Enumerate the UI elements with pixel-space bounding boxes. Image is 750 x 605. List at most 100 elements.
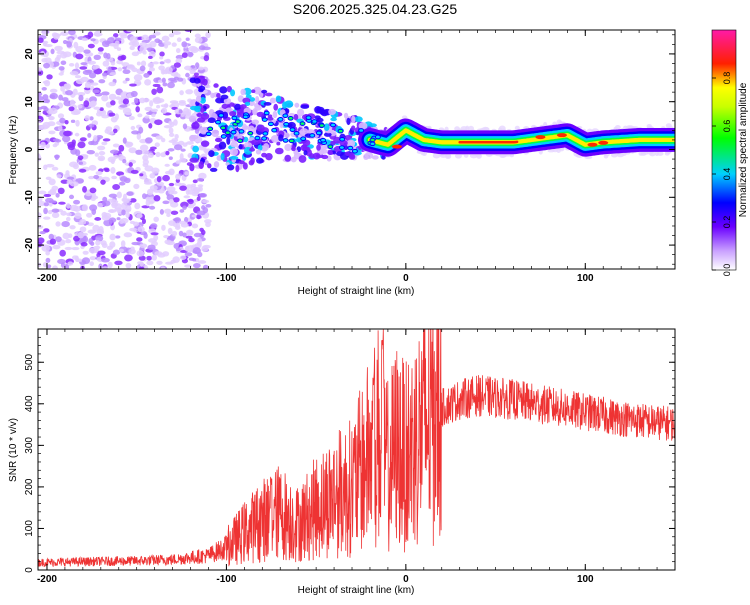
spectrogram-noise-blob [148, 62, 154, 67]
spectrogram-noise-blob [145, 137, 153, 143]
snr-ytick-label: 200 [24, 478, 35, 495]
spectrogram-noise-blob [49, 108, 58, 115]
spectrogram-noise-blob [79, 66, 87, 69]
spectrogram-signal-blob [194, 78, 201, 84]
spectrogram-noise-blob [60, 52, 67, 59]
spectrogram-noise-blob [103, 138, 111, 141]
spectrogram-noise-blob [167, 82, 175, 88]
spectrogram-noise-blob [62, 97, 69, 101]
spectrogram-noise-blob [35, 96, 44, 101]
spectrogram-noise-blob [188, 199, 194, 204]
spectrogram-noise-blob [124, 254, 133, 261]
spectrogram-noise-blob [109, 241, 115, 248]
spectrogram-signal-blob [235, 165, 239, 172]
spectrogram-signal-blob [227, 164, 235, 170]
spectrogram-noise-blob [162, 82, 167, 86]
spectrogram-bright-spot [239, 130, 244, 134]
spectrogram-noise-blob [50, 89, 58, 93]
spectrogram-bright-spot [348, 146, 353, 150]
spectrogram-signal-blob [265, 93, 272, 97]
spectrogram-bright-spot [268, 122, 273, 126]
spectrogram-bright-spot [262, 118, 267, 122]
spectrogram-noise-blob [164, 44, 168, 49]
spectrogram-noise-blob [186, 141, 194, 145]
spectrogram-bright-spot [248, 131, 253, 135]
spectrogram-noise-blob [52, 208, 60, 212]
spectrogram-noise-blob [165, 262, 173, 265]
spectrogram-noise-blob [59, 72, 64, 75]
spectrogram-noise-blob [148, 123, 152, 129]
spectrogram-bright-spot [310, 134, 315, 138]
spectrogram-noise-blob [63, 131, 72, 137]
spectrogram-noise-blob [175, 174, 181, 180]
spectrogram-noise-blob [128, 249, 135, 255]
spectrogram-noise-blob [170, 122, 174, 127]
spectrogram-signal-blob [351, 125, 355, 130]
spectrogram-noise-blob [113, 155, 118, 159]
spectrogram-noise-blob [165, 151, 169, 156]
spectrogram-signal-blob [270, 98, 276, 104]
spectrogram-noise-blob [66, 217, 71, 221]
spectrogram-noise-blob [139, 243, 147, 248]
spectrogram-bright-spot [312, 120, 317, 124]
spectrogram-noise-blob [53, 144, 58, 148]
spectrogram-noise-blob [156, 152, 161, 157]
spectrogram-noise-blob [168, 220, 176, 226]
spectrogram-signal-blob [190, 135, 199, 139]
spectrogram-noise-blob [169, 133, 174, 137]
spectrogram-noise-blob [109, 234, 115, 241]
spectrogram-noise-blob [125, 211, 129, 218]
spectrogram-noise-blob [85, 115, 91, 121]
spectrogram-noise-blob [174, 144, 183, 150]
spectrogram-signal-blob [273, 104, 278, 111]
spectrogram-signal-blob [261, 153, 267, 158]
spectrogram-noise-blob [161, 138, 165, 142]
spectrogram-noise-blob [185, 246, 190, 252]
spectrogram-noise-blob [78, 155, 84, 160]
spectrogram-noise-blob [125, 112, 132, 115]
colorbar: 0.00.20.40.60.8 Normalized spectral ampl… [712, 30, 749, 276]
spectrogram-noise-blob [191, 47, 199, 53]
spectrogram-noise-blob [131, 130, 139, 134]
spectrogram-xtick-label: 0 [403, 273, 409, 284]
spectrogram-noise-blob [70, 71, 79, 75]
spectrogram-signal-blob [327, 151, 333, 155]
spectrogram-noise-blob [117, 191, 122, 198]
spectrogram-noise-blob [101, 141, 107, 145]
spectrogram-noise-blob [89, 248, 98, 254]
spectrogram-noise-blob [174, 77, 179, 81]
spectrogram-signal-blob [316, 144, 321, 150]
spectrogram-noise-blob [129, 46, 134, 50]
spectrogram-bright-spot [272, 128, 277, 132]
spectrogram-noise-blob [148, 56, 153, 59]
spectrogram-noise-blob [157, 176, 162, 182]
spectrogram-noise-blob [100, 180, 106, 185]
spectrogram-noise-blob [151, 113, 155, 117]
spectrogram-noise-blob [73, 200, 80, 205]
spectrogram-noise-blob [162, 78, 166, 83]
spectrogram-signal-blob [219, 142, 227, 150]
spectrogram-noise-blob [65, 90, 73, 95]
spectrogram-signal-blob [256, 158, 263, 164]
spectrogram-noise-blob [36, 263, 41, 267]
spectrogram-noise-blob [137, 250, 145, 256]
spectrogram-noise-blob [151, 232, 159, 235]
spectrogram-noise-blob [96, 171, 103, 175]
spectrogram-noise-blob [195, 37, 203, 43]
spectrogram-noise-blob [124, 232, 133, 237]
spectrogram-noise-blob [51, 49, 55, 55]
spectrogram-noise-blob [66, 203, 71, 209]
spectrogram-noise-blob [188, 205, 195, 209]
spectrogram-noise-blob [166, 59, 171, 64]
spectrogram-noise-blob [79, 162, 83, 165]
spectrogram-signal-blob [214, 161, 219, 168]
spectrogram-noise-blob [137, 61, 141, 65]
spectrogram-noise-blob [156, 105, 160, 109]
spectrogram-noise-blob [75, 54, 83, 60]
spectrogram-noise-blob [98, 155, 105, 161]
spectrogram-noise-blob [61, 60, 67, 65]
spectrogram-noise-blob [134, 74, 143, 81]
snr-ytick-label: 400 [24, 395, 35, 412]
spectrogram-noise-blob [143, 73, 149, 78]
